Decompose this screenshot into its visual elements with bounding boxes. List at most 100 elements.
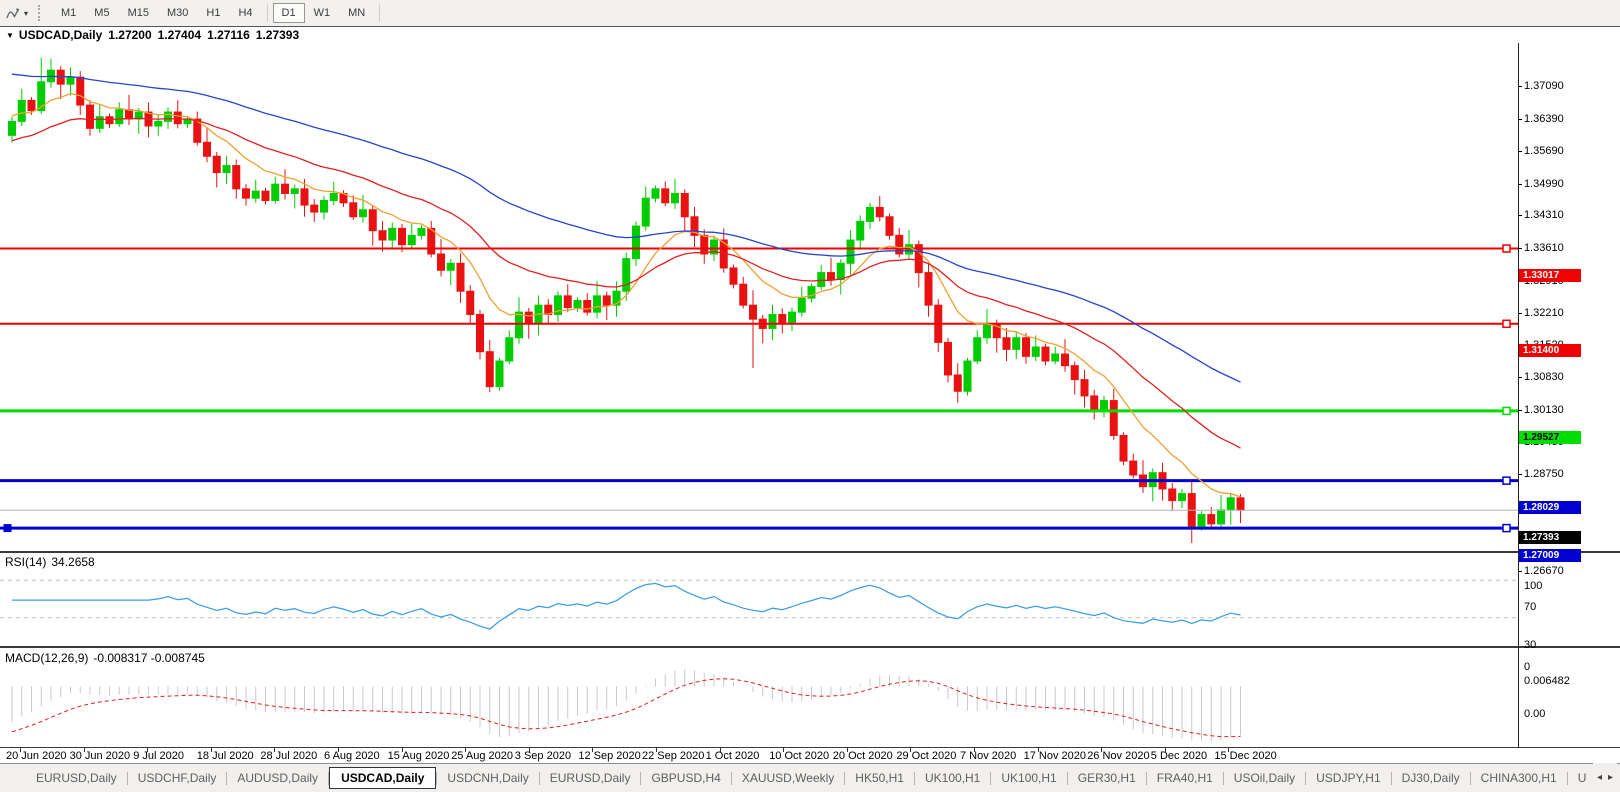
level-line-handle[interactable]: [1502, 406, 1511, 416]
panel-separator[interactable]: [0, 551, 1620, 553]
tab-separator: [1469, 771, 1471, 785]
price-level-label: 1.28029: [1519, 501, 1581, 515]
tab-separator: [226, 771, 228, 785]
price-level-label: 1.31400: [1519, 344, 1581, 358]
tab-hk50-h1[interactable]: HK50,H1: [855, 771, 904, 785]
level-line-handle[interactable]: [1502, 319, 1511, 329]
macd-panel: [11, 669, 1241, 742]
macd-values: -0.008317 -0.008745: [93, 651, 205, 665]
tab-separator: [730, 771, 732, 785]
tab-separator: [844, 771, 846, 785]
tab-usoil-daily[interactable]: USOil,Daily: [1233, 771, 1296, 785]
tab-separator: [990, 771, 992, 785]
date-tick: [846, 748, 848, 752]
timeframe-button-w1[interactable]: W1: [305, 3, 340, 23]
timeframe-button-m30[interactable]: M30: [158, 3, 197, 23]
date-tick: [83, 748, 85, 752]
timeframe-button-h4[interactable]: H4: [229, 3, 261, 23]
y-axis-tick: 1.30130: [1518, 403, 1564, 416]
chart-collapse-icon[interactable]: ▼: [6, 30, 14, 40]
date-tick: [274, 748, 276, 752]
chart-high-value: 1.27404: [157, 28, 202, 42]
x-axis-date-label: 9 Jul 2020: [133, 750, 184, 762]
macd-label: MACD(12,26,9) -0.008317 -0.008745: [5, 651, 210, 665]
macd-signal-line: [11, 678, 1241, 738]
date-tick: [1101, 748, 1103, 752]
x-axis-date-label: 7 Nov 2020: [960, 750, 1017, 762]
date-tick: [1228, 748, 1230, 752]
price-level-label: 1.27009: [1519, 548, 1581, 562]
y-axis-tick: 1.33610: [1518, 241, 1564, 254]
date-tick: [528, 748, 530, 752]
tab-dj30-daily[interactable]: DJ30,Daily: [1401, 771, 1460, 785]
tab-eurusd-daily[interactable]: EURUSD,Daily: [549, 771, 631, 785]
macd-axis-tick: 0.00: [1524, 707, 1546, 720]
tab-u[interactable]: U: [1577, 771, 1587, 785]
date-tick: [974, 748, 975, 752]
tab-fra40-h1[interactable]: FRA40,H1: [1156, 771, 1213, 785]
tab-usdchf-daily[interactable]: USDCHF,Daily: [137, 771, 217, 785]
x-axis-date-label: 17 Nov 2020: [1023, 750, 1086, 762]
rsi-value: 34.2658: [51, 555, 95, 569]
tab-eurusd-daily[interactable]: EURUSD,Daily: [36, 771, 117, 785]
timeframe-button-m5[interactable]: M5: [85, 3, 118, 23]
timeframe-button-m15[interactable]: M15: [119, 3, 158, 23]
x-axis-date-label: 22 Sep 2020: [642, 750, 705, 762]
y-axis-tick: 1.35690: [1518, 145, 1564, 158]
tab-audusd-daily[interactable]: AUDUSD,Daily: [237, 771, 319, 785]
draw-tool-icon[interactable]: [5, 6, 21, 21]
tab-separator: [640, 771, 642, 785]
draw-tool-dropdown-caret[interactable]: ▾: [24, 8, 29, 18]
panel-separator[interactable]: [0, 646, 1620, 648]
chart-symbol-period: USDCAD,Daily: [18, 28, 103, 42]
x-axis-date-label: 30 Jun 2020: [69, 750, 131, 762]
chart-close-value: 1.27393: [255, 28, 300, 42]
y-axis-tick: 1.36390: [1518, 112, 1564, 125]
rsi-axis-tick: 100: [1524, 580, 1543, 592]
date-tick: [1164, 748, 1166, 752]
x-axis-date-label: 18 Jul 2020: [196, 750, 254, 762]
date-tick: [210, 748, 212, 752]
tab-separator: [538, 771, 540, 785]
tab-scroll-controls: ◂ ▸: [1592, 763, 1617, 792]
date-tick: [656, 748, 657, 752]
date-tick: [910, 748, 912, 752]
macd-name: MACD(12,26,9): [5, 651, 89, 665]
tab-usdcnh-daily[interactable]: USDCNH,Daily: [447, 771, 529, 785]
tab-xauusd-weekly[interactable]: XAUUSD,Weekly: [741, 771, 835, 785]
toolbar-grip[interactable]: [38, 5, 43, 21]
x-axis-date-label: 29 Oct 2020: [896, 750, 957, 762]
level-line-handle[interactable]: [1502, 476, 1511, 485]
rsi-axis-tick: 0: [1524, 661, 1531, 673]
timeframe-button-h1[interactable]: H1: [197, 3, 229, 23]
level-line-handle[interactable]: [1502, 244, 1511, 253]
tab-china300-h1[interactable]: CHINA300,H1: [1480, 771, 1557, 785]
x-axis-date-label: 6 Aug 2020: [324, 750, 380, 762]
price-panel: [0, 57, 1518, 543]
rsi-axis-tick: 70: [1524, 601, 1537, 614]
tab-separator: [913, 771, 915, 785]
tab-ger30-h1[interactable]: GER30,H1: [1077, 771, 1136, 785]
timeframe-toolbar: ▾ M1 M5 M15 M30 H1 H4 D1 W1 MN: [0, 0, 1620, 27]
tab-separator: [328, 771, 330, 785]
tab-uk100-h1[interactable]: UK100,H1: [924, 771, 981, 785]
date-tick: [592, 748, 594, 752]
timeframe-button-m1[interactable]: M1: [52, 3, 85, 23]
tab-separator: [1566, 771, 1568, 785]
y-axis-tick: 1.28750: [1518, 468, 1564, 481]
tab-scroll-right-button[interactable]: ▸: [1607, 772, 1613, 783]
x-axis-date-label: 10 Oct 2020: [769, 750, 830, 762]
tab-scroll-left-button[interactable]: ◂: [1596, 772, 1602, 783]
timeframe-button-d1[interactable]: D1: [272, 3, 305, 23]
tab-usdjpy-h1[interactable]: USDJPY,H1: [1316, 771, 1381, 785]
tab-gbpusd-h4[interactable]: GBPUSD,H4: [651, 771, 721, 785]
tab-uk100-h1[interactable]: UK100,H1: [1001, 771, 1057, 785]
timeframe-button-mn[interactable]: MN: [339, 3, 374, 23]
price-axis-border: [1518, 43, 1519, 748]
x-axis-date-label: 20 Oct 2020: [832, 750, 893, 762]
tab-separator: [1390, 771, 1392, 785]
level-line-handle[interactable]: [3, 524, 12, 533]
level-line-handle[interactable]: [1502, 523, 1511, 533]
tab-usdcad-daily[interactable]: USDCAD,Daily: [329, 767, 437, 789]
ma-fast-line: [11, 92, 1241, 498]
